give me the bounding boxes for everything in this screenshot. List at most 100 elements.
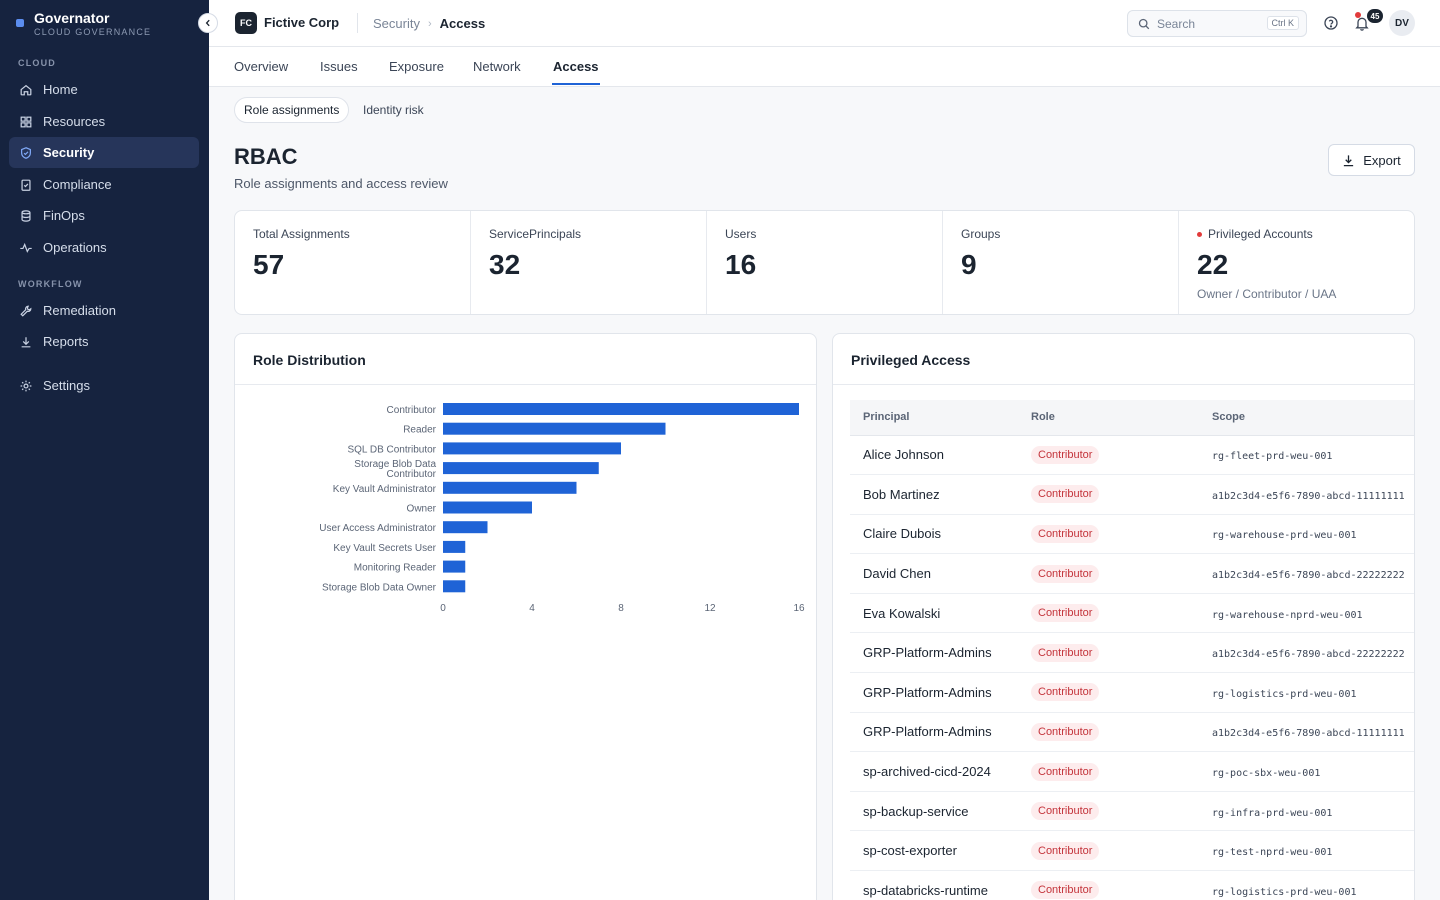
export-button[interactable]: Export: [1328, 144, 1415, 176]
bar[interactable]: [443, 540, 466, 553]
stat-card-privileged-accounts: Privileged Accounts 22 Owner / Contribut…: [1179, 211, 1414, 314]
topbar: FC Fictive Corp Security › Access Ctrl K…: [209, 0, 1440, 47]
sidebar-item-finops[interactable]: FinOps: [9, 200, 199, 231]
bar[interactable]: [443, 481, 577, 494]
bar[interactable]: [443, 501, 532, 514]
breadcrumb-access: Access: [439, 16, 486, 31]
y-tick-label: Key Vault Administrator: [333, 484, 437, 495]
tab-issues[interactable]: Issues: [320, 59, 358, 74]
sidebar-collapse-button[interactable]: [198, 13, 218, 33]
stat-value: 32: [489, 249, 521, 280]
stat-label: Privileged Accounts: [1197, 227, 1396, 241]
stat-card-groups: Groups 9: [943, 211, 1179, 314]
column-header-principal[interactable]: Principal: [850, 400, 1018, 436]
tab-network[interactable]: Network: [473, 59, 521, 74]
help-icon[interactable]: [1323, 15, 1339, 31]
chevron-right-icon: ›: [427, 17, 432, 30]
org-badge[interactable]: FC: [235, 12, 257, 34]
topbar-divider: [357, 13, 358, 33]
role-cell: Contributor: [1018, 435, 1199, 476]
nav-section-workflow: WORKFLOW: [18, 279, 83, 289]
table-row[interactable]: GRP-Platform-Admins Contributor rg-logisti…: [850, 672, 1414, 713]
brand[interactable]: Governator CLOUD GOVERNANCE: [16, 11, 151, 37]
subtab-identity-risk[interactable]: Identity risk: [363, 103, 424, 117]
principal-cell: Alice Johnson: [850, 435, 1018, 476]
bell-icon[interactable]: [1353, 14, 1371, 32]
sidebar-item-security[interactable]: Security: [9, 137, 199, 168]
stat-label: Users: [725, 227, 757, 241]
nav-section-cloud: CLOUD: [18, 58, 56, 68]
scope-cell: rg-logistics-prd-weu-001: [1199, 672, 1414, 713]
user-avatar[interactable]: DV: [1389, 10, 1415, 36]
stat-value: 16: [725, 249, 757, 280]
sidebar-item-remediation[interactable]: Remediation: [9, 295, 199, 326]
notification-count-badge: 45: [1367, 9, 1383, 23]
bar[interactable]: [443, 422, 666, 435]
bar[interactable]: [443, 442, 621, 455]
table-row[interactable]: Eva Kowalski Contributor rg-warehouse-nprd…: [850, 593, 1414, 634]
subtab-role-assignments[interactable]: Role assignments: [234, 97, 350, 123]
card-title: Privileged Access: [851, 352, 971, 368]
bar[interactable]: [443, 560, 466, 573]
role-badge: Contributor: [1031, 881, 1100, 900]
y-tick-label: Contributor: [387, 469, 437, 480]
search-input[interactable]: [1157, 16, 1257, 31]
principal-cell: Claire Dubois: [850, 514, 1018, 555]
role-badge: Contributor: [1031, 722, 1100, 741]
sidebar-item-settings[interactable]: Settings: [9, 370, 199, 401]
stat-label: ServicePrincipals: [489, 227, 582, 241]
scope-value: rg-logistics-prd-weu-001: [1212, 688, 1357, 700]
sidebar-item-operations[interactable]: Operations: [9, 232, 199, 263]
scope-value: a1b2c3d4-e5f6-7890-abcd-11111111: [1212, 728, 1405, 740]
bar[interactable]: [443, 403, 799, 415]
column-header-role[interactable]: Role: [1018, 400, 1199, 436]
table-row[interactable]: sp-backup-service Contributor rg-infra-prd…: [850, 791, 1414, 832]
sidebar-item-reports[interactable]: Reports: [9, 326, 199, 357]
table-row[interactable]: GRP-Platform-Admins Contributor a1b2c3d4-e…: [850, 632, 1414, 674]
principal-cell: GRP-Platform-Admins: [850, 672, 1018, 713]
table-row[interactable]: Bob Martinez Contributor a1b2c3d4-e5f6-789…: [850, 474, 1414, 515]
org-name[interactable]: Fictive Corp: [264, 15, 340, 30]
bar[interactable]: [443, 462, 599, 475]
alert-dot-icon: [1197, 231, 1202, 237]
bar[interactable]: [443, 580, 466, 593]
table-row[interactable]: sp-archived-cicd-2024 Contributor rg-poc-s…: [850, 751, 1414, 792]
table-row[interactable]: sp-databricks-runtime Contributor rg-logis…: [850, 870, 1414, 900]
table-row[interactable]: Claire Dubois Contributor rg-warehouse-prd…: [850, 514, 1414, 555]
role-badge: Contributor: [1031, 762, 1100, 781]
table-row[interactable]: David Chen Contributor a1b2c3d4-e5f6-7890-…: [850, 553, 1414, 594]
role-cell: Contributor: [1018, 830, 1199, 872]
tab-access[interactable]: Access: [553, 59, 599, 74]
scope-cell: rg-poc-sbx-weu-001: [1199, 751, 1414, 792]
privileged-access-card: Privileged Access Principal Role Scope A…: [832, 333, 1415, 900]
role-cell: Contributor: [1018, 514, 1199, 555]
table-row[interactable]: Alice Johnson Contributor rg-fleet-prd-weu…: [850, 435, 1414, 476]
column-header-scope[interactable]: Scope: [1199, 400, 1414, 436]
table-row[interactable]: GRP-Platform-Admins Contributor a1b2c3d4-e…: [850, 712, 1414, 753]
role-distribution-card: Role Distribution Contributor Reader SQL D…: [234, 333, 817, 900]
x-tick-label: 4: [529, 603, 535, 614]
sidebar-item-label: Reports: [43, 334, 89, 349]
sidebar-item-resources[interactable]: Resources: [9, 106, 199, 137]
stat-value: 9: [961, 249, 977, 280]
stat-label: Groups: [961, 227, 1001, 241]
sidebar-item-compliance[interactable]: Compliance: [9, 169, 199, 200]
principal-cell: GRP-Platform-Admins: [850, 632, 1018, 674]
bar[interactable]: [443, 521, 488, 534]
principal-cell: sp-backup-service: [850, 791, 1018, 832]
breadcrumb-security[interactable]: Security: [373, 16, 420, 31]
tab-overview[interactable]: Overview: [234, 59, 289, 74]
clipboard-check-icon: [19, 178, 33, 192]
sidebar-item-label: FinOps: [43, 208, 85, 223]
y-tick-label: Key Vault Secrets User: [333, 543, 436, 554]
table-row[interactable]: sp-cost-exporter Contributor rg-test-nprd-…: [850, 830, 1414, 872]
card-divider: [833, 384, 1414, 385]
principal-cell: sp-databricks-runtime: [850, 870, 1018, 900]
notification-dot: [1355, 12, 1361, 18]
tab-exposure[interactable]: Exposure: [389, 59, 444, 74]
page-tabs: Overview Issues Exposure Network Access: [209, 47, 1440, 87]
search-box[interactable]: Ctrl K: [1127, 10, 1307, 37]
role-badge: Contributor: [1031, 683, 1100, 702]
sidebar-item-home[interactable]: Home: [9, 74, 199, 105]
scope-value: a1b2c3d4-e5f6-7890-abcd-22222222: [1212, 649, 1405, 661]
